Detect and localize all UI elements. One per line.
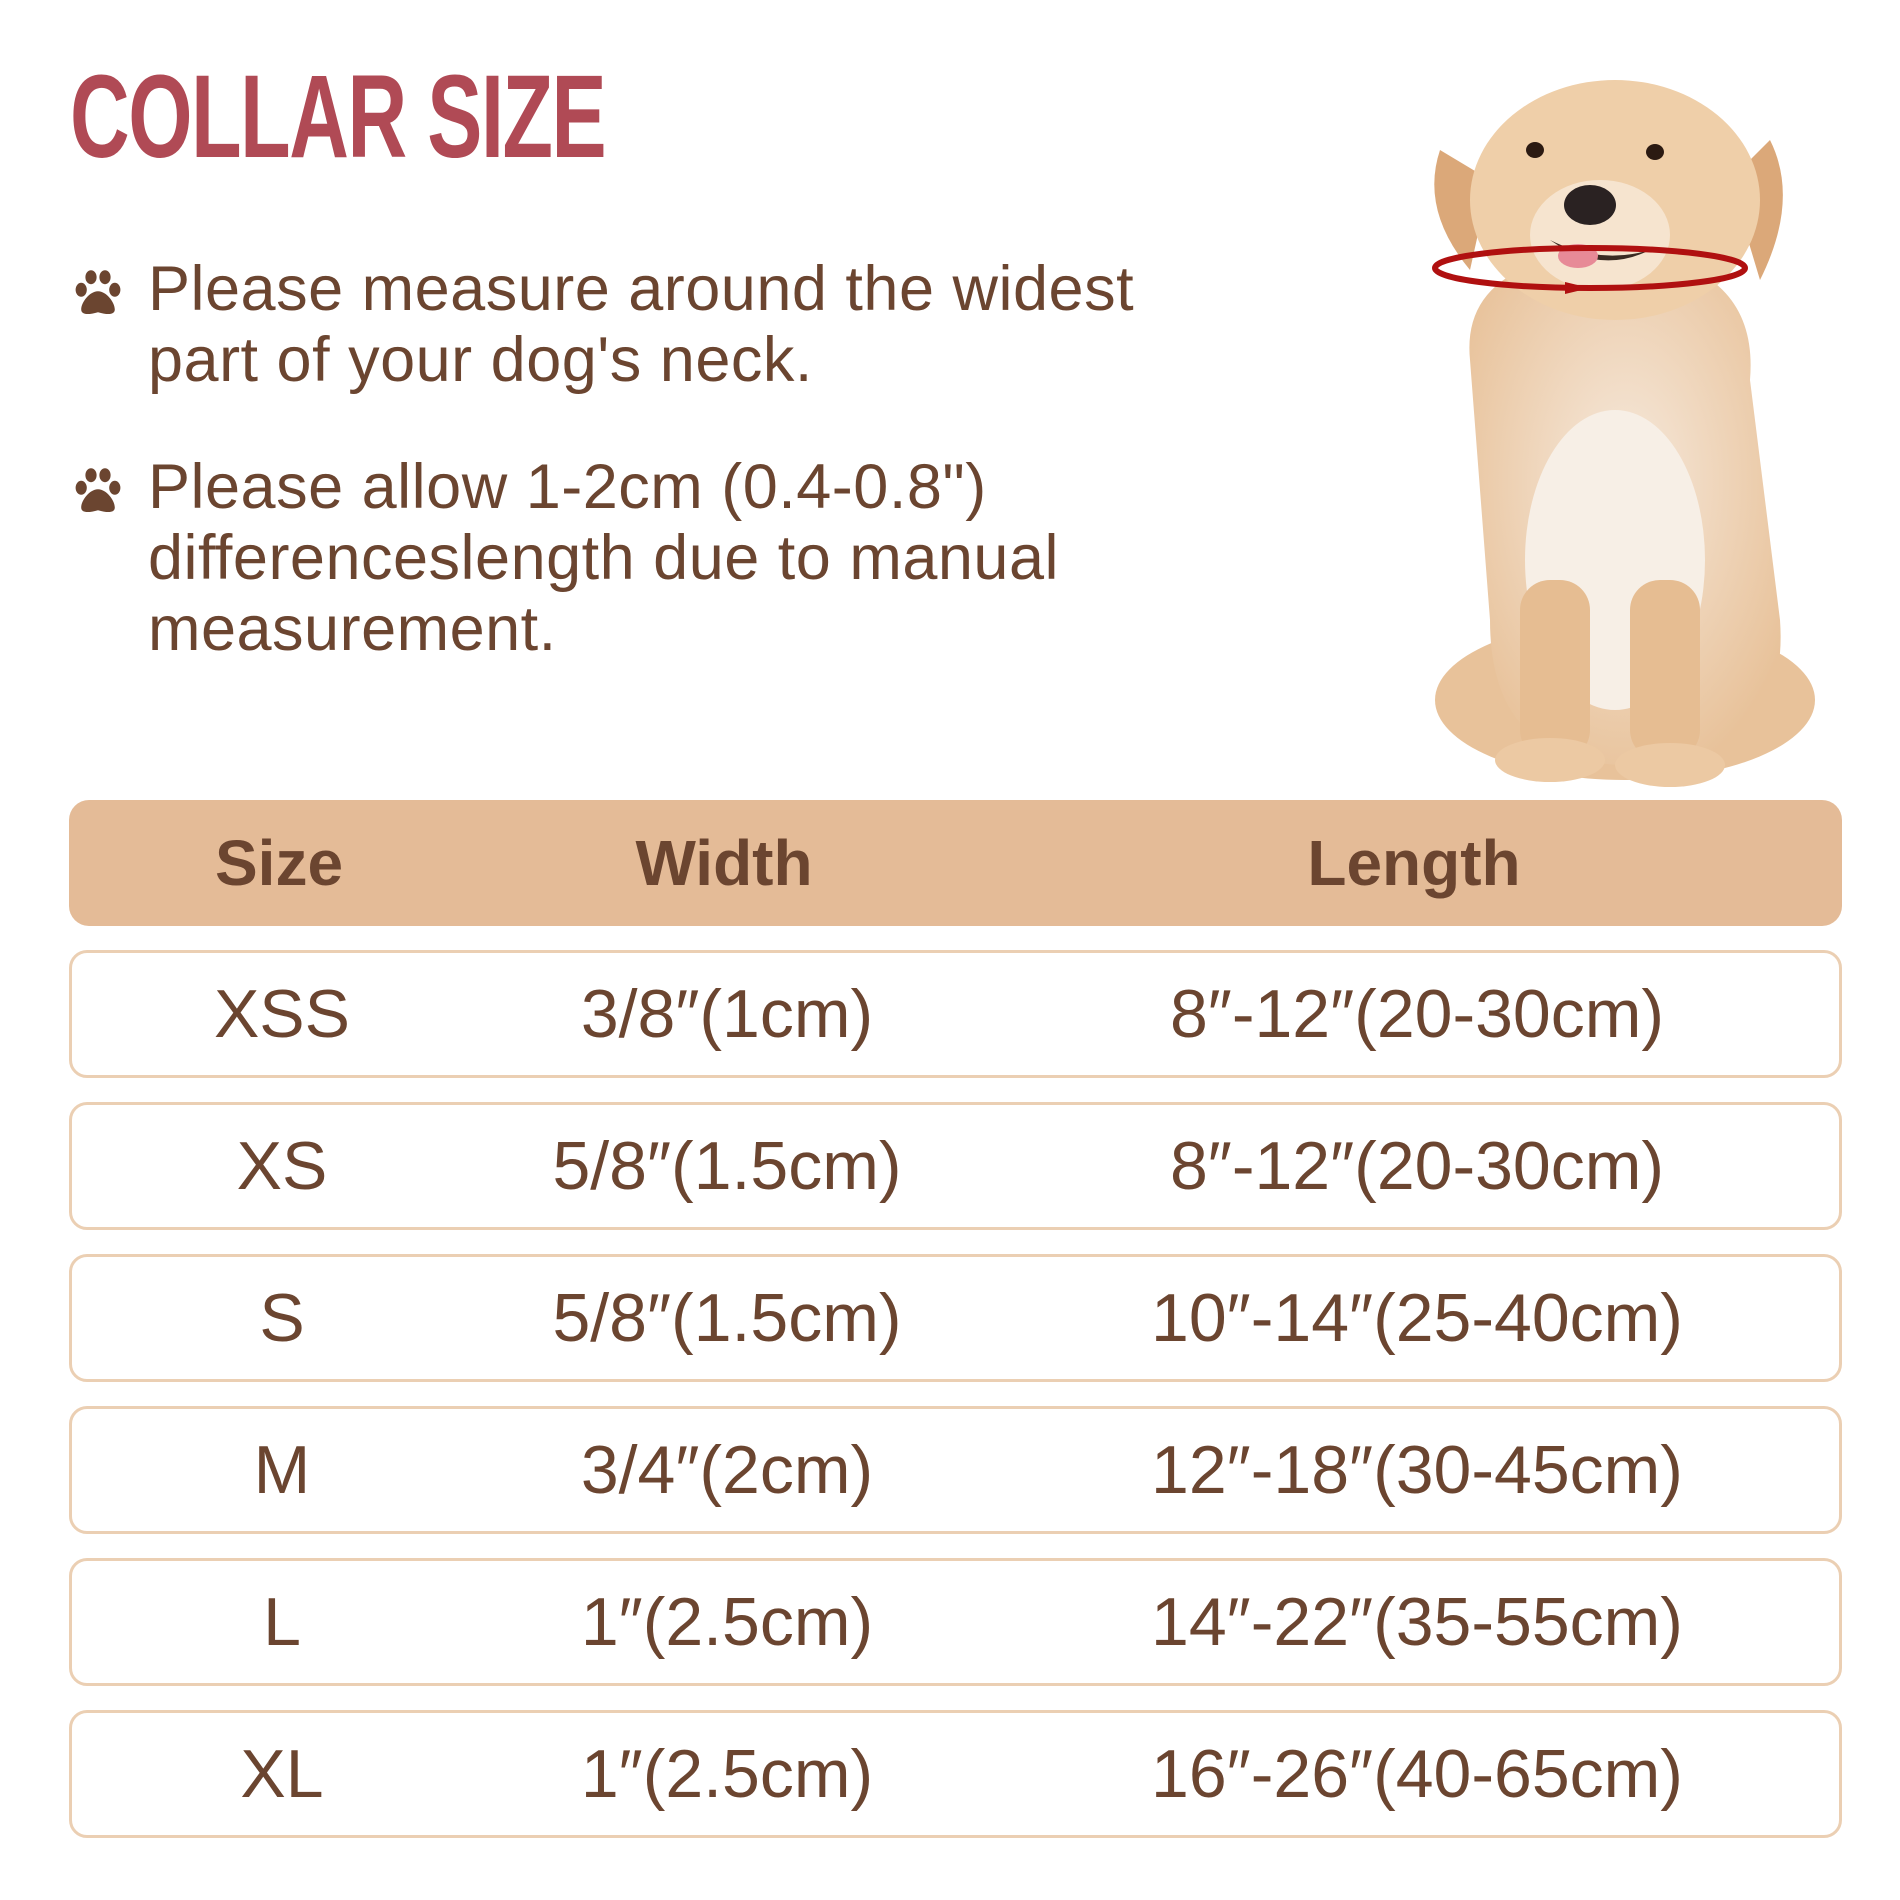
cell-size: XS [236, 1128, 328, 1204]
cell-size: XSS [213, 976, 351, 1052]
cell-length: 16″-26″(40-65cm) [1151, 1736, 1683, 1812]
header-size: Size [214, 827, 344, 899]
table-row: S 5/8″(1.5cm) 10″-14″(25-40cm) [69, 1254, 1842, 1382]
cell-width: 3/8″(1cm) [580, 976, 874, 1052]
puppy-illustration [1432, 80, 1815, 787]
table-row: L 1″(2.5cm) 14″-22″(35-55cm) [69, 1558, 1842, 1686]
page-title: COLLAR SIZE [70, 51, 607, 183]
cell-size: S [259, 1280, 305, 1356]
table-header: Size Width Length [69, 800, 1842, 926]
cell-length: 8″-12″(20-30cm) [1169, 1128, 1665, 1204]
header-width: Width [635, 827, 813, 899]
table-row: XL 1″(2.5cm) 16″-26″(40-65cm) [69, 1710, 1842, 1838]
cell-size: M [253, 1432, 311, 1508]
size-chart-table: Size Width Length XSS 3/8″(1cm) 8″-12″(20-… [69, 800, 1842, 1838]
cell-width: 5/8″(1.5cm) [552, 1280, 902, 1356]
cell-size: XL [240, 1736, 324, 1812]
paw-icon [75, 270, 121, 315]
table-row: M 3/4″(2cm) 12″-18″(30-45cm) [69, 1406, 1842, 1534]
instruction-text: Please measure around the widest part of… [148, 254, 1135, 395]
cell-width: 5/8″(1.5cm) [552, 1128, 902, 1204]
cell-width: 1″(2.5cm) [580, 1736, 874, 1812]
cell-width: 1″(2.5cm) [580, 1584, 874, 1660]
measure-arrow-icon [1565, 282, 1590, 294]
paw-icon [75, 468, 121, 513]
cell-width: 3/4″(2cm) [580, 1432, 874, 1508]
instruction-bullet-tolerance: Please allow 1-2cm (0.4-0.8") difference… [70, 452, 1270, 665]
cell-length: 12″-18″(30-45cm) [1151, 1432, 1683, 1508]
header-length: Length [1307, 827, 1521, 899]
cell-length: 14″-22″(35-55cm) [1151, 1584, 1683, 1660]
instruction-bullet-measure: Please measure around the widest part of… [70, 254, 1270, 396]
table-row: XSS 3/8″(1cm) 8″-12″(20-30cm) [69, 950, 1842, 1078]
cell-length: 10″-14″(25-40cm) [1151, 1280, 1683, 1356]
table-row: XS 5/8″(1.5cm) 8″-12″(20-30cm) [69, 1102, 1842, 1230]
cell-length: 8″-12″(20-30cm) [1169, 976, 1665, 1052]
cell-size: L [263, 1584, 301, 1660]
instruction-text: Please allow 1-2cm (0.4-0.8") difference… [148, 452, 1059, 664]
